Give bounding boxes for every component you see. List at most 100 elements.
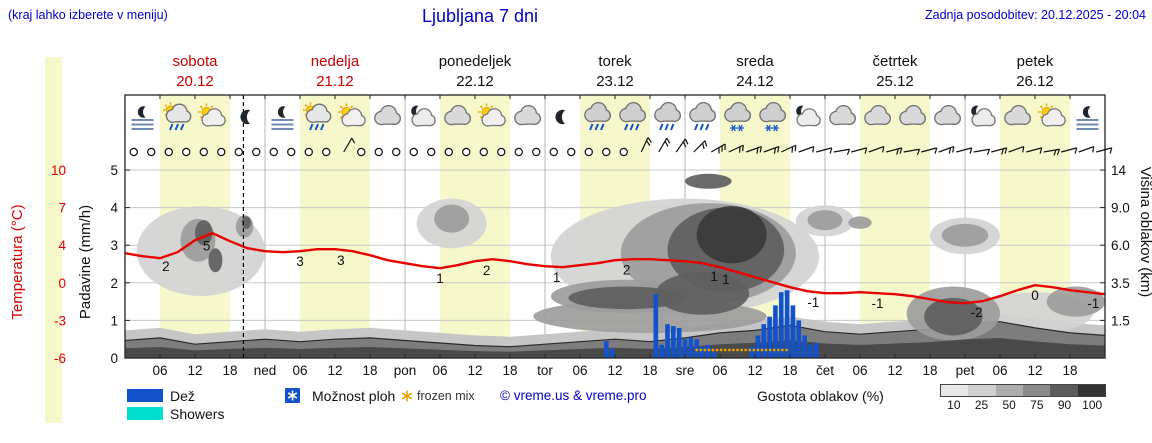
svg-text:23.12: 23.12 xyxy=(596,73,634,90)
svg-text:četrtek: četrtek xyxy=(872,53,918,70)
svg-text:1: 1 xyxy=(110,313,118,328)
axis-labels: 10740-3-6543210149.06.03.51.5Temperatura… xyxy=(9,163,1152,366)
last-update-text: Zadnja posodobitev: 20.12.2025 - 20:04 xyxy=(924,8,1146,22)
temperature-labels: 253 312 1 2 1 1-1 -1-20-1 xyxy=(162,239,1099,320)
svg-text:18: 18 xyxy=(1062,363,1077,378)
svg-text:06: 06 xyxy=(712,363,727,378)
svg-text:18: 18 xyxy=(502,363,517,378)
copyright-link[interactable]: © vreme.us & vreme.pro xyxy=(500,388,647,403)
svg-text:12: 12 xyxy=(467,363,482,378)
plot-frame xyxy=(124,94,1106,359)
svg-text:5: 5 xyxy=(110,163,118,178)
svg-text:1: 1 xyxy=(722,272,730,287)
cloud-scale-segment xyxy=(1077,385,1105,396)
cloud-scale-tick-label: 10 xyxy=(947,398,961,412)
svg-text:Padavine (mm/h): Padavine (mm/h) xyxy=(77,205,94,319)
svg-text:06: 06 xyxy=(432,363,447,378)
svg-text:sobota: sobota xyxy=(172,53,218,70)
svg-text:1: 1 xyxy=(553,270,561,285)
svg-text:sreda: sreda xyxy=(736,53,774,70)
svg-text:sre: sre xyxy=(676,363,695,378)
showers-label: Showers xyxy=(170,406,225,422)
svg-text:petek: petek xyxy=(1017,53,1054,70)
page-title: Ljubljana 7 dni xyxy=(421,6,539,26)
cloud-scale-segment xyxy=(1050,385,1078,396)
svg-text:0: 0 xyxy=(110,351,118,366)
showers-swatch xyxy=(127,407,163,420)
svg-text:06: 06 xyxy=(992,363,1007,378)
svg-text:25.12: 25.12 xyxy=(876,73,914,90)
svg-text:18: 18 xyxy=(782,363,797,378)
precip-bars xyxy=(603,290,819,358)
svg-text:ned: ned xyxy=(254,363,277,378)
svg-text:3: 3 xyxy=(110,238,118,253)
svg-text:0: 0 xyxy=(1031,288,1039,303)
svg-text:3: 3 xyxy=(337,253,345,268)
cloud-scale-segment xyxy=(1022,385,1051,396)
svg-text:12: 12 xyxy=(747,363,762,378)
cloud-density-layer xyxy=(125,173,1105,358)
svg-text:24.12: 24.12 xyxy=(736,73,774,90)
svg-text:12: 12 xyxy=(887,363,902,378)
svg-text:2: 2 xyxy=(162,259,170,274)
svg-text:12: 12 xyxy=(607,363,622,378)
svg-text:12: 12 xyxy=(1027,363,1042,378)
svg-text:1: 1 xyxy=(436,271,444,286)
frozen-mix-markers xyxy=(695,348,788,352)
cloud-scale-segment xyxy=(941,385,969,396)
cloud-density-label: Gostota oblakov (%) xyxy=(757,388,884,404)
svg-text:1.5: 1.5 xyxy=(1111,313,1130,328)
cloud-scale-segment xyxy=(968,385,996,396)
rain-label: Dež xyxy=(170,388,195,404)
weather-icons-row xyxy=(131,102,1099,132)
svg-text:4: 4 xyxy=(110,201,118,216)
cloud-scale-labels: 10 25 50 75 90 100 xyxy=(940,398,1106,412)
frozen-mix-label: frozen mix xyxy=(417,389,475,403)
svg-text:2: 2 xyxy=(110,276,118,291)
svg-text:4: 4 xyxy=(58,238,66,253)
svg-text:-2: -2 xyxy=(971,305,983,320)
svg-text:3.5: 3.5 xyxy=(1111,276,1130,291)
temperature-line xyxy=(124,231,1106,305)
svg-text:-1: -1 xyxy=(807,295,819,310)
svg-text:torek: torek xyxy=(598,53,632,70)
svg-text:2: 2 xyxy=(483,263,491,278)
svg-text:pet: pet xyxy=(956,363,975,378)
svg-text:06: 06 xyxy=(152,363,167,378)
rain-swatch xyxy=(127,389,163,402)
svg-text:06: 06 xyxy=(852,363,867,378)
svg-text:pon: pon xyxy=(394,363,417,378)
x-axis-labels: 06 12 18 06 12 18 06 12 18 06 12 18 06 12 18 06 12 18 06 12… xyxy=(152,363,1077,378)
svg-text:-1: -1 xyxy=(871,296,883,311)
cloud-scale-segment xyxy=(995,385,1023,396)
cloud-scale-tick-label: 50 xyxy=(1002,398,1016,412)
svg-text:nedelja: nedelja xyxy=(311,53,360,70)
svg-text:čet: čet xyxy=(816,363,834,378)
svg-text:10: 10 xyxy=(51,163,66,178)
svg-text:06: 06 xyxy=(292,363,307,378)
possible-showers-icon xyxy=(285,388,300,403)
svg-text:9.0: 9.0 xyxy=(1111,201,1130,216)
cloud-scale-tick-label: 100 xyxy=(1082,398,1103,412)
svg-text:21.12: 21.12 xyxy=(316,73,354,90)
svg-text:22.12: 22.12 xyxy=(456,73,494,90)
cloud-density-scale: 10 25 50 75 90 100 xyxy=(940,384,1106,412)
cloud-scale-tick-label: 25 xyxy=(974,398,989,412)
svg-text:-6: -6 xyxy=(54,351,66,366)
svg-text:20.12: 20.12 xyxy=(176,73,214,90)
svg-text:12: 12 xyxy=(187,363,202,378)
svg-text:18: 18 xyxy=(922,363,937,378)
wind-symbols-row xyxy=(129,137,1113,157)
cloud-scale-tick-label: 90 xyxy=(1057,398,1072,412)
svg-text:18: 18 xyxy=(222,363,237,378)
svg-text:5: 5 xyxy=(203,239,211,254)
frozen-mix-icon xyxy=(401,390,413,402)
svg-text:tor: tor xyxy=(537,363,553,378)
cloud-scale-tick-label: 75 xyxy=(1030,398,1044,412)
svg-text:18: 18 xyxy=(642,363,657,378)
svg-text:14: 14 xyxy=(1111,163,1127,178)
svg-text:Temperatura (°C): Temperatura (°C) xyxy=(9,204,26,319)
menu-hint: (kraj lahko izberete v meniju) xyxy=(8,8,168,22)
